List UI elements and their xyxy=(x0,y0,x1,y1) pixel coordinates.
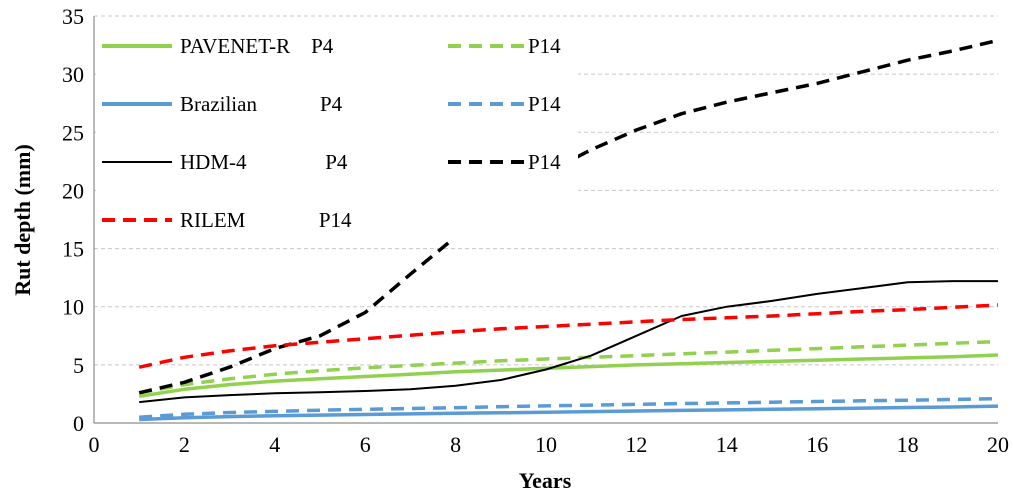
y-tick-label: 5 xyxy=(73,353,84,378)
series-line-hdm_p4 xyxy=(139,280,998,404)
y-tick-label: 20 xyxy=(62,178,84,203)
y-tick-label: 15 xyxy=(62,237,84,262)
x-axis-title: Years xyxy=(519,468,572,493)
x-tick-label: 14 xyxy=(716,432,738,457)
x-tick-label: 12 xyxy=(625,432,647,457)
legend-label-pavenet_p4: PAVENET-R P4 xyxy=(180,34,334,58)
series-line-pavenet_p14 xyxy=(138,339,999,395)
y-tick-label: 25 xyxy=(62,120,84,145)
x-tick-label: 6 xyxy=(360,432,371,457)
series-line-brazil_p14 xyxy=(139,396,999,419)
x-tick-label: 2 xyxy=(179,432,190,457)
series-line-pavenet_p4 xyxy=(138,353,999,399)
x-tick-label: 0 xyxy=(89,432,100,457)
y-tick-label: 30 xyxy=(62,62,84,87)
legend-label-brazil_p14: P14 xyxy=(528,92,561,116)
legend-label-hdm_p14: P14 xyxy=(528,150,561,174)
y-tick-label: 0 xyxy=(73,411,84,436)
y-tick-label: 10 xyxy=(62,295,84,320)
axes xyxy=(93,16,998,424)
series-line-brazil_p4 xyxy=(139,404,999,422)
x-tick-label: 4 xyxy=(269,432,280,457)
legend-label-brazil_p4: Brazilian P4 xyxy=(180,92,343,116)
legend: PAVENET-R P4 P14 Brazilian P4 P14 HDM-4 P4 P1… xyxy=(96,22,578,240)
legend-label-hdm_p4: HDM-4 P4 xyxy=(180,150,348,174)
x-tick-label: 8 xyxy=(450,432,461,457)
series-line-rilem_p14 xyxy=(138,303,999,369)
tick-labels: 0 5 10 15 20 25 30 35 0 2 4 6 8 10 12 14 16 18 20 xyxy=(62,4,1009,457)
legend-background xyxy=(96,22,578,240)
x-tick-label: 16 xyxy=(806,432,828,457)
y-axis-title: Rut depth (mm) xyxy=(10,144,35,296)
x-tick-label: 18 xyxy=(897,432,919,457)
x-tick-label: 20 xyxy=(987,432,1009,457)
legend-label-rilem_p14: RILEM P14 xyxy=(180,208,352,232)
legend-label-pavenet_p14: P14 xyxy=(528,34,561,58)
x-tick-label: 10 xyxy=(535,432,557,457)
y-tick-label: 35 xyxy=(62,4,84,29)
